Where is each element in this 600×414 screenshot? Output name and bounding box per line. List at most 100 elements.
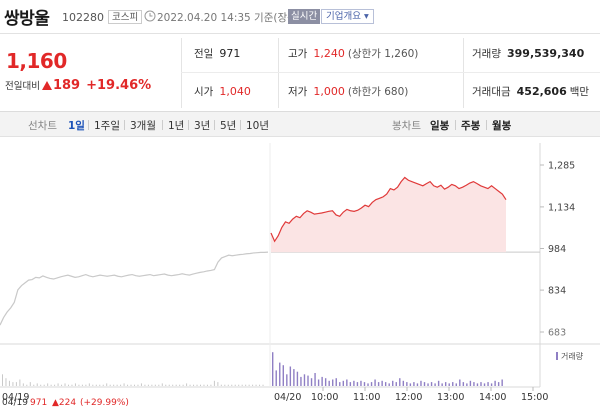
volume-bar <box>476 383 479 386</box>
company-overview-button[interactable]: 기업개요 ▾ <box>321 9 374 24</box>
line-chart-label: 선차트 <box>28 120 57 132</box>
volume-bar <box>434 383 436 386</box>
candle-weekly-button[interactable]: 주봉 <box>461 120 481 132</box>
volume-bar <box>186 383 188 386</box>
trade-value: 거래대금 452,606 백만 <box>472 84 589 99</box>
volume-bar <box>342 380 345 386</box>
candle-chart-label: 봉차트 <box>392 120 421 132</box>
volume-bar <box>487 382 489 386</box>
volume-bar <box>151 384 153 386</box>
candle-daily-button[interactable]: 일봉 <box>430 120 450 132</box>
candle-monthly-button[interactable]: 월봉 <box>492 120 512 132</box>
volume-legend-label: 거래량 <box>561 351 584 361</box>
volume-bar <box>50 384 52 386</box>
volume-bar <box>483 383 486 386</box>
volume-bar <box>203 384 205 386</box>
volume-bar <box>279 362 281 386</box>
volume-bar <box>317 379 320 386</box>
high-value: 1,240 <box>313 47 345 60</box>
period-5y-button[interactable]: 5년 <box>220 120 237 132</box>
low-value: 1,000 <box>313 85 345 98</box>
volume-bar <box>19 379 21 386</box>
upper-limit: (상한가 1,260) <box>347 48 419 60</box>
period-1w-button[interactable]: 1주일 <box>94 120 121 132</box>
x-tick-label: 04/20 <box>274 392 301 403</box>
volume-bar <box>444 382 447 386</box>
y-tick-label: 683 <box>548 328 566 339</box>
volume-bar <box>158 384 160 386</box>
volume-bar <box>399 378 401 386</box>
volume-bar <box>130 384 132 386</box>
market-badge: 코스피 <box>108 10 143 24</box>
volume-bar <box>392 380 394 386</box>
prev-day-change: ▲224 <box>52 398 76 408</box>
price-series <box>0 176 507 326</box>
volume-bar <box>196 384 198 386</box>
volume-bar <box>165 384 167 386</box>
realtime-badge[interactable]: 실시간 <box>288 9 321 24</box>
volume-bar <box>134 384 135 386</box>
volume-bar <box>172 384 174 386</box>
period-3m-button[interactable]: 3개월 <box>130 120 157 132</box>
volume-bar <box>140 383 142 386</box>
volume-bar <box>353 380 355 386</box>
volume-bar <box>123 383 125 386</box>
volume-bar <box>8 380 10 386</box>
volume-bar <box>29 382 31 386</box>
volume-bar <box>210 384 212 386</box>
up-arrow-icon <box>41 81 52 90</box>
volume-bar <box>466 383 468 386</box>
volume-bar <box>296 371 299 386</box>
volume-bar <box>144 384 146 386</box>
volume-bar <box>501 379 503 386</box>
volume-bar <box>328 380 330 386</box>
volume-bar <box>473 382 475 386</box>
x-tick-label: 14:00 <box>479 392 506 403</box>
separator <box>486 120 487 130</box>
volume-bar <box>480 382 482 386</box>
volume-bar <box>182 384 184 386</box>
volume-bar <box>335 378 337 386</box>
volume-bar <box>234 384 236 386</box>
volume-bar <box>437 380 440 386</box>
volume-bar <box>339 382 341 386</box>
change-row: 전일대비 189 +19.46% <box>5 78 151 93</box>
volume-value: 399,539,340 <box>506 47 585 60</box>
period-3y-button[interactable]: 3년 <box>194 120 211 132</box>
volume-bar <box>289 366 292 386</box>
volume-bar <box>88 383 90 386</box>
prev-close-value: 971 <box>219 47 241 60</box>
volume-label: 거래량 <box>472 48 501 60</box>
volume-bar <box>68 384 69 386</box>
series-line-04-20 <box>270 176 507 243</box>
price-chart: 1,285 1,134 984 834 683 04/19 04/20 10:00 11:00… <box>0 143 600 408</box>
volume-bar <box>314 373 316 386</box>
chart-grid <box>0 143 600 388</box>
x-tick-label: 10:00 <box>311 392 338 403</box>
volume-bar <box>200 384 201 386</box>
volume-bar <box>15 382 17 386</box>
volume-bar <box>395 382 397 386</box>
volume: 거래량 399,539,340 <box>472 46 584 61</box>
volume-bar <box>413 382 415 386</box>
volume-bar <box>127 384 129 386</box>
separator <box>240 120 241 130</box>
volume-bar <box>367 383 369 386</box>
separator <box>214 120 215 130</box>
volume-bar <box>427 383 429 386</box>
volume-bar <box>64 383 66 386</box>
volume-bar <box>469 380 472 386</box>
volume-bar <box>26 384 28 386</box>
series-line-04-19 <box>0 251 269 326</box>
volume-bar <box>74 383 76 386</box>
volume-bar <box>61 384 63 386</box>
volume-bar <box>332 379 334 386</box>
volume-bar <box>286 374 288 386</box>
volume-bar <box>137 384 139 386</box>
period-1d-button[interactable]: 1일 <box>68 120 85 132</box>
volume-bar <box>106 383 108 386</box>
period-10y-button[interactable]: 10년 <box>246 120 270 132</box>
trade-value-value: 452,606 <box>516 85 567 98</box>
period-1y-button[interactable]: 1년 <box>168 120 185 132</box>
volume-bar <box>321 376 323 386</box>
